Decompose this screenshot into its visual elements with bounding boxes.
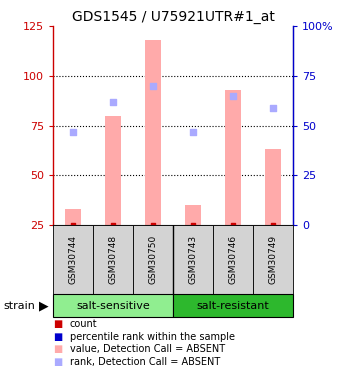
Point	[270, 105, 276, 111]
Bar	[173, 294, 293, 317]
Text: value, Detection Call = ABSENT: value, Detection Call = ABSENT	[70, 344, 225, 354]
Point	[70, 222, 76, 228]
Point	[150, 83, 156, 89]
Text: rank, Detection Call = ABSENT: rank, Detection Call = ABSENT	[70, 357, 220, 366]
Bar	[53, 225, 93, 294]
Text: GSM30743: GSM30743	[189, 235, 197, 284]
Bar	[53, 294, 173, 317]
Bar	[65, 209, 81, 225]
Text: GSM30746: GSM30746	[229, 235, 238, 284]
Text: GSM30744: GSM30744	[69, 235, 77, 284]
Text: ■: ■	[53, 332, 62, 342]
Text: GSM30748: GSM30748	[108, 235, 117, 284]
Bar	[133, 225, 173, 294]
Bar	[213, 225, 253, 294]
Point	[150, 222, 156, 228]
Text: strain: strain	[3, 301, 35, 310]
Text: salt-sensitive: salt-sensitive	[76, 301, 150, 310]
Bar	[185, 205, 201, 225]
Bar	[93, 225, 133, 294]
Bar	[265, 150, 281, 225]
Text: ■: ■	[53, 344, 62, 354]
Text: ▶: ▶	[39, 299, 49, 312]
Point	[110, 222, 116, 228]
Point	[231, 222, 236, 228]
Point	[110, 99, 116, 105]
Bar	[105, 116, 121, 225]
Text: count: count	[70, 320, 98, 329]
Point	[70, 129, 76, 135]
Text: GSM30749: GSM30749	[269, 235, 278, 284]
Bar	[225, 90, 241, 225]
Text: salt-resistant: salt-resistant	[197, 301, 269, 310]
Bar	[145, 40, 161, 225]
Bar	[253, 225, 293, 294]
Text: percentile rank within the sample: percentile rank within the sample	[70, 332, 235, 342]
Title: GDS1545 / U75921UTR#1_at: GDS1545 / U75921UTR#1_at	[72, 10, 275, 24]
Point	[190, 129, 196, 135]
Text: GSM30750: GSM30750	[149, 235, 158, 284]
Bar	[173, 225, 213, 294]
Point	[231, 93, 236, 99]
Text: ■: ■	[53, 357, 62, 366]
Text: ■: ■	[53, 320, 62, 329]
Point	[190, 222, 196, 228]
Point	[270, 222, 276, 228]
